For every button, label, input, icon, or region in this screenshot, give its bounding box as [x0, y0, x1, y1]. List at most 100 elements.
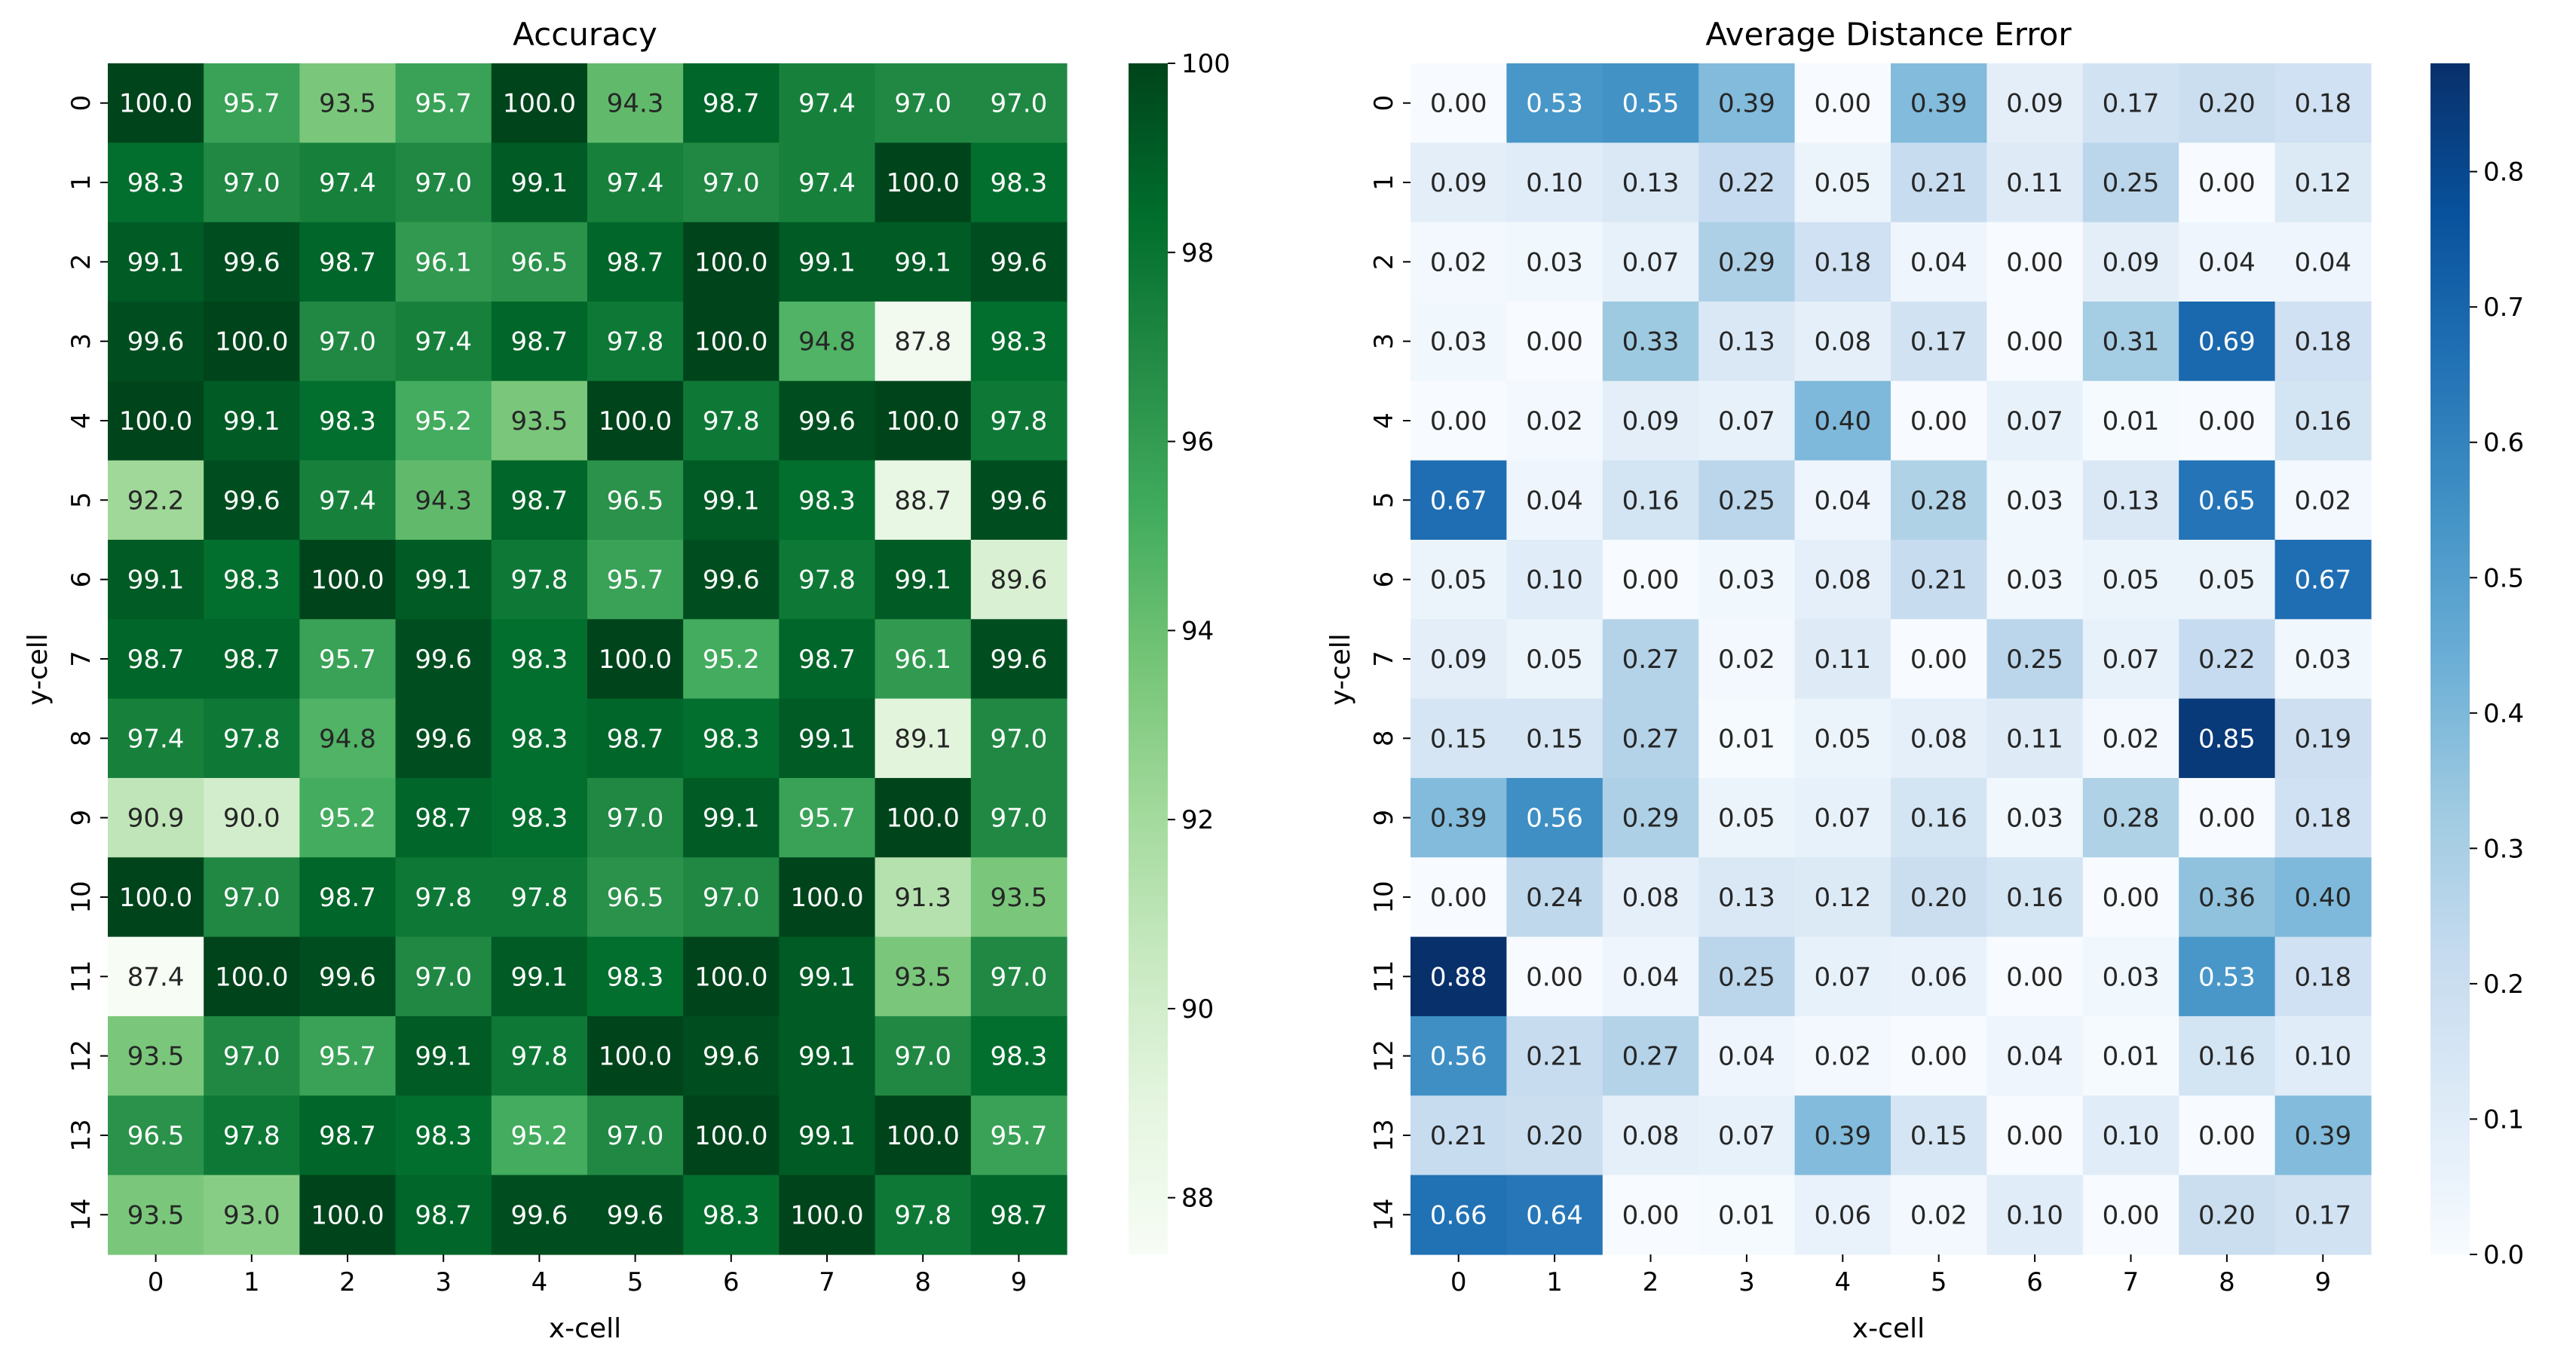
y-tick-label: 8 — [66, 730, 96, 746]
cell-value-label: 0.04 — [1526, 485, 1583, 516]
heatmap-cell — [2274, 857, 2372, 938]
heatmap-cell — [779, 1175, 876, 1255]
heatmap-cell — [779, 1095, 876, 1176]
cell-value-label: 87.4 — [127, 962, 185, 992]
colorbar-tick-label: 96 — [1181, 427, 1214, 458]
heatmap-cell — [1698, 698, 1796, 779]
cell-value-label: 0.39 — [2294, 1121, 2351, 1151]
heatmap-cell — [1986, 301, 2084, 381]
heatmap-cell — [491, 1095, 588, 1176]
heatmap-cell — [1698, 142, 1796, 223]
cell-value-label: 97.8 — [511, 883, 568, 913]
x-tick-label: 2 — [1643, 1267, 1659, 1297]
cell-value-label: 0.09 — [1430, 168, 1487, 198]
cell-value-label: 97.8 — [511, 1042, 568, 1072]
heatmap-cell — [970, 381, 1067, 461]
colorbar-tick-label: 0.2 — [2483, 969, 2524, 1000]
cell-value-label: 0.00 — [2006, 247, 2063, 277]
heatmap-cell — [491, 301, 588, 381]
heatmap-cell — [2082, 142, 2179, 223]
heatmap-cell — [491, 460, 588, 541]
cell-value-label: 98.3 — [511, 645, 568, 675]
cell-value-label: 100.0 — [215, 962, 288, 992]
heatmap-cell — [2082, 381, 2179, 461]
heatmap-cell — [204, 63, 300, 143]
cell-value-label: 0.12 — [2294, 168, 2351, 198]
heatmap-cell — [108, 1015, 204, 1096]
cell-value-label: 95.7 — [319, 1042, 376, 1072]
cell-value-label: 0.06 — [1910, 962, 1968, 992]
cell-value-label: 0.03 — [2006, 804, 2063, 834]
heatmap-cell — [1411, 63, 1507, 143]
cell-value-label: 0.07 — [1814, 804, 1871, 834]
heatmap-cell — [874, 222, 972, 302]
heatmap-cell — [2179, 1095, 2276, 1176]
x-axis-ticks: 0 1 2 3 4 5 6 7 8 9 — [1450, 1254, 2331, 1297]
heatmap-cell — [1602, 142, 1699, 223]
heatmap-cell — [1986, 1095, 2084, 1176]
heatmap-cell — [395, 698, 492, 779]
x-tick-label: 1 — [1546, 1267, 1563, 1297]
cell-value-label: 97.0 — [223, 883, 280, 913]
y-tick-label: 3 — [1369, 333, 1399, 350]
cell-value-label: 100.0 — [887, 1121, 960, 1151]
heatmap-cell — [108, 460, 204, 541]
x-tick-label: 4 — [531, 1267, 548, 1297]
cell-value-label: 98.3 — [991, 168, 1048, 198]
heatmap-cell — [874, 619, 972, 700]
heatmap-cell — [108, 1095, 204, 1176]
cell-value-label: 0.21 — [1910, 168, 1968, 198]
cell-value-label: 0.03 — [2294, 645, 2351, 675]
cell-value-label: 99.1 — [127, 565, 185, 596]
heatmap-cell — [2274, 63, 2372, 143]
cell-value-label: 0.05 — [1718, 804, 1775, 834]
y-tick-label: 7 — [1369, 651, 1399, 667]
cell-value-label: 0.88 — [1430, 962, 1487, 992]
heatmap-cell — [2274, 777, 2372, 858]
cell-value-label: 0.39 — [1814, 1121, 1871, 1151]
cell-value-label: 99.1 — [127, 247, 185, 277]
cell-value-label: 0.21 — [1526, 1042, 1583, 1072]
heatmap-cell — [1506, 1095, 1603, 1176]
heatmap-cell — [1411, 698, 1507, 779]
x-tick-label: 5 — [1931, 1267, 1947, 1297]
cell-value-label: 99.1 — [894, 247, 951, 277]
cell-value-label: 97.8 — [703, 406, 760, 436]
cell-value-label: 97.0 — [415, 168, 472, 198]
cell-value-label: 0.39 — [1718, 89, 1775, 119]
cell-value-label: 0.56 — [1526, 804, 1583, 834]
cell-value-label: 98.7 — [127, 645, 185, 675]
cell-value-label: 97.0 — [894, 1042, 951, 1072]
cell-value-label: 100.0 — [694, 327, 767, 357]
cell-value-label: 100.0 — [119, 406, 192, 436]
colorbar-tick-label: 88 — [1181, 1184, 1214, 1214]
cell-value-label: 89.1 — [894, 724, 951, 754]
heatmap-cell — [1602, 1175, 1699, 1255]
cell-value-label: 100.0 — [599, 406, 672, 436]
heatmap-cell — [1794, 777, 1891, 858]
heatmap-cell — [874, 63, 972, 143]
heatmap-cell — [587, 63, 684, 143]
cell-value-label: 99.6 — [798, 406, 856, 436]
heatmap-cell — [1891, 222, 1987, 302]
cell-value-label: 87.8 — [894, 327, 951, 357]
heatmap-cell — [2274, 222, 2372, 302]
heatmap-cell — [299, 1175, 397, 1255]
y-tick-label: 1 — [66, 174, 96, 191]
cell-value-label: 0.00 — [2006, 1121, 2063, 1151]
cell-value-label: 98.3 — [511, 804, 568, 834]
cell-value-label: 0.00 — [1910, 406, 1968, 436]
cell-value-label: 0.22 — [1718, 168, 1775, 198]
heatmap-cell — [204, 1095, 300, 1176]
cell-value-label: 98.3 — [991, 1042, 1048, 1072]
cell-value-label: 0.04 — [1814, 485, 1871, 516]
cell-value-label: 0.05 — [2103, 565, 2160, 596]
x-tick-label: 9 — [2314, 1267, 2331, 1297]
cell-value-label: 90.9 — [127, 804, 185, 834]
cell-value-label: 0.69 — [2198, 327, 2256, 357]
cell-value-label: 98.7 — [415, 804, 472, 834]
heatmap-cell — [108, 1175, 204, 1255]
cell-value-label: 0.25 — [2103, 168, 2160, 198]
cell-value-label: 0.56 — [1430, 1042, 1487, 1072]
heatmap-cell — [1506, 1015, 1603, 1096]
